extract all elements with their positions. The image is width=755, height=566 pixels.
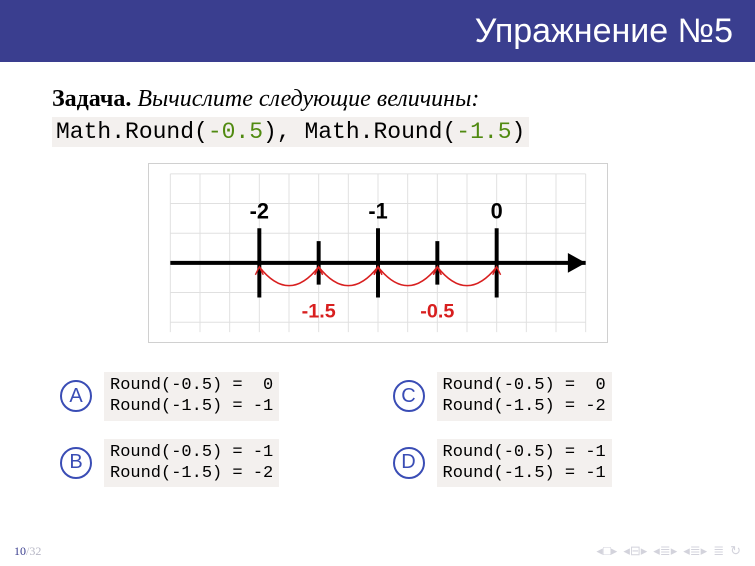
content-area: Задача. Вычислите следующие величины: Ma…	[0, 62, 755, 487]
answer-letter: D	[393, 447, 425, 479]
svg-text:-1.5: -1.5	[301, 300, 335, 322]
code-arg: -1.5	[456, 119, 511, 145]
nav-back-icon[interactable]: ◂≣▸	[653, 543, 677, 559]
code-seg: )	[512, 119, 526, 145]
code-row: Round(-0.5) = -1	[110, 443, 273, 462]
answer-d: D Round(-0.5) = -1 Round(-1.5) = -1	[393, 439, 696, 488]
number-line-diagram: -2 -1 0 -1.5 -0.5	[148, 163, 608, 343]
task-line: Задача. Вычислите следующие величины:	[52, 86, 703, 113]
answer-c: C Round(-0.5) = 0 Round(-1.5) = -2	[393, 372, 696, 421]
svg-text:-2: -2	[249, 198, 268, 223]
nav-fwd-icon[interactable]: ◂≣▸	[683, 543, 707, 559]
answer-letter: C	[393, 380, 425, 412]
code-seg: ), Math.Round(	[263, 119, 456, 145]
footer: 10/32 ◂□▸ ◂⊟▸ ◂≣▸ ◂≣▸ ≣ ↻	[0, 542, 755, 560]
nav-first-icon[interactable]: ◂□▸	[596, 543, 617, 559]
answer-letter: B	[60, 447, 92, 479]
svg-text:-0.5: -0.5	[420, 300, 454, 322]
svg-text:0: 0	[490, 198, 502, 223]
answer-code: Round(-0.5) = 0 Round(-1.5) = -2	[437, 372, 612, 421]
code-row: Round(-1.5) = -1	[110, 397, 273, 416]
nav-end-icon[interactable]: ≣	[713, 543, 724, 559]
nav-icons: ◂□▸ ◂⊟▸ ◂≣▸ ◂≣▸ ≣ ↻	[596, 543, 741, 559]
title-bar: Упражнение №5	[0, 0, 755, 62]
diagram-wrap: -2 -1 0 -1.5 -0.5	[52, 163, 703, 348]
code-arg: -0.5	[208, 119, 263, 145]
answer-a: A Round(-0.5) = 0 Round(-1.5) = -1	[60, 372, 363, 421]
answer-b: B Round(-0.5) = -1 Round(-1.5) = -2	[60, 439, 363, 488]
task-label: Задача.	[52, 86, 131, 112]
nav-refresh-icon[interactable]: ↻	[730, 543, 741, 559]
answer-letter: A	[60, 380, 92, 412]
slide-title: Упражнение №5	[475, 12, 733, 51]
code-row: Round(-0.5) = 0	[443, 376, 606, 395]
nav-prev-icon[interactable]: ◂⊟▸	[623, 543, 647, 559]
task-prompt: Вычислите следующие величины:	[137, 86, 479, 112]
code-expression: Math.Round(-0.5), Math.Round(-1.5)	[52, 117, 529, 147]
code-row: Round(-0.5) = -1	[443, 443, 606, 462]
answer-code: Round(-0.5) = -1 Round(-1.5) = -2	[104, 439, 279, 488]
answer-grid: A Round(-0.5) = 0 Round(-1.5) = -1 C Rou…	[52, 372, 703, 487]
answer-code: Round(-0.5) = 0 Round(-1.5) = -1	[104, 372, 279, 421]
code-seg: Math.Round(	[56, 119, 208, 145]
code-row: Round(-1.5) = -1	[443, 464, 606, 483]
page-current: 10	[14, 544, 26, 559]
code-row: Round(-0.5) = 0	[110, 376, 273, 395]
code-row: Round(-1.5) = -2	[443, 397, 606, 416]
svg-text:-1: -1	[368, 198, 387, 223]
answer-code: Round(-0.5) = -1 Round(-1.5) = -1	[437, 439, 612, 488]
code-row: Round(-1.5) = -2	[110, 464, 273, 483]
page-total: /32	[26, 544, 41, 559]
